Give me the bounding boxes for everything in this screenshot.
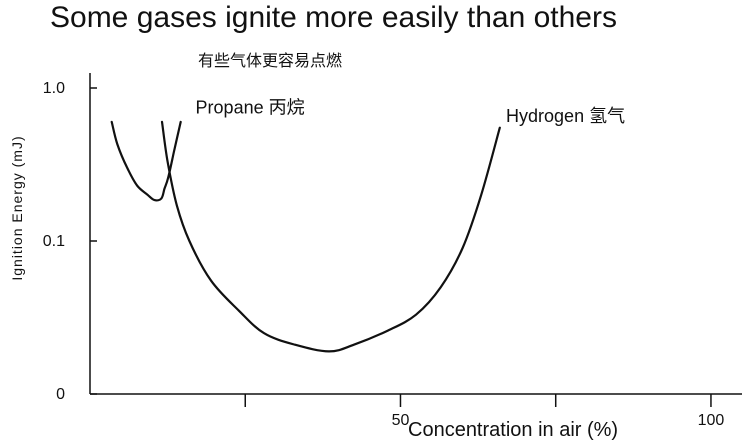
hydrogen-series-label: Hydrogen 氢气 xyxy=(506,106,625,126)
y-ticks: 0 0.1 1.0 xyxy=(43,80,97,403)
series-layer: Propane 丙烷 Hydrogen 氢气 xyxy=(110,98,625,353)
x-tick-label: 100 xyxy=(698,412,725,429)
hydrogen-curve xyxy=(160,120,501,353)
propane-curve xyxy=(110,120,182,202)
y-tick-label: 0 xyxy=(56,386,65,403)
y-tick-label: 0.1 xyxy=(43,233,65,250)
propane-series-label: Propane 丙烷 xyxy=(196,98,305,118)
x-tick-label: 50 xyxy=(392,412,410,429)
chart-subtitle: 有些气体更容易点燃 xyxy=(198,51,342,70)
y-axis-label: Ignition Energy (mJ) xyxy=(9,135,25,280)
x-ticks: 50 100 xyxy=(244,394,725,429)
y-tick-label: 1.0 xyxy=(43,80,65,97)
x-axis-label: Concentration in air (%) xyxy=(408,419,618,441)
chart-title: Some gases ignite more easily than other… xyxy=(50,1,617,34)
